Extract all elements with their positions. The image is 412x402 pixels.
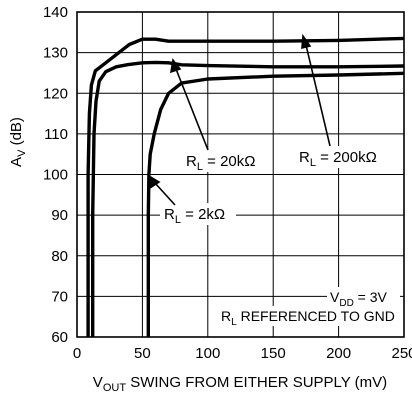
y-tick-labels: 60 70 80 90 100 110 120 130 140 bbox=[43, 4, 68, 346]
y-tick-label: 70 bbox=[51, 288, 68, 305]
x-tick-label: 50 bbox=[134, 345, 151, 362]
x-tick-label: 150 bbox=[261, 345, 286, 362]
arrow-20k-head bbox=[169, 58, 182, 74]
y-tick-label: 130 bbox=[43, 45, 68, 62]
label-bg-200k bbox=[296, 146, 384, 168]
series-label-2k: RL = 2kΩ bbox=[164, 206, 225, 226]
y-tick-label: 100 bbox=[43, 167, 68, 184]
vdd-note: VDD = 3V bbox=[330, 289, 388, 309]
ref-note: RL REFERENCED TO GND bbox=[221, 308, 395, 328]
y-tick-label: 120 bbox=[43, 85, 68, 102]
arrow-200k-head bbox=[301, 33, 312, 50]
series-label-20k: RL = 20kΩ bbox=[186, 153, 255, 173]
arrow-2k-head bbox=[148, 174, 161, 190]
label-bg-20k bbox=[183, 150, 265, 172]
y-tick-label: 80 bbox=[51, 248, 68, 265]
series-label-200k: RL = 200kΩ bbox=[299, 149, 377, 169]
y-tick-label: 60 bbox=[51, 329, 68, 346]
y-tick-label: 140 bbox=[43, 4, 68, 21]
x-tick-label: 0 bbox=[73, 345, 81, 362]
y-axis-title: AV (dB) bbox=[8, 117, 28, 167]
label-bg-2k bbox=[160, 203, 236, 225]
x-tick-label: 100 bbox=[195, 345, 220, 362]
y-tick-label: 90 bbox=[51, 207, 68, 224]
arrow-200k bbox=[305, 44, 331, 147]
x-tick-labels: 0 50 100 150 200 250 bbox=[73, 345, 412, 362]
arrow-20k bbox=[175, 68, 209, 151]
ref-note-bg bbox=[218, 306, 400, 326]
series-line-200k bbox=[86, 36, 405, 337]
x-tick-label: 200 bbox=[326, 345, 351, 362]
arrow-2k bbox=[154, 182, 176, 206]
vdd-note-bg bbox=[327, 287, 400, 307]
annotation-arrows bbox=[148, 33, 331, 206]
x-tick-label: 250 bbox=[391, 345, 412, 362]
series-line-20k bbox=[91, 60, 405, 337]
x-axis-title: VOUT SWING FROM EITHER SUPPLY (mV) bbox=[93, 374, 387, 394]
plot-frame bbox=[76, 11, 405, 338]
y-tick-label: 110 bbox=[44, 126, 68, 143]
